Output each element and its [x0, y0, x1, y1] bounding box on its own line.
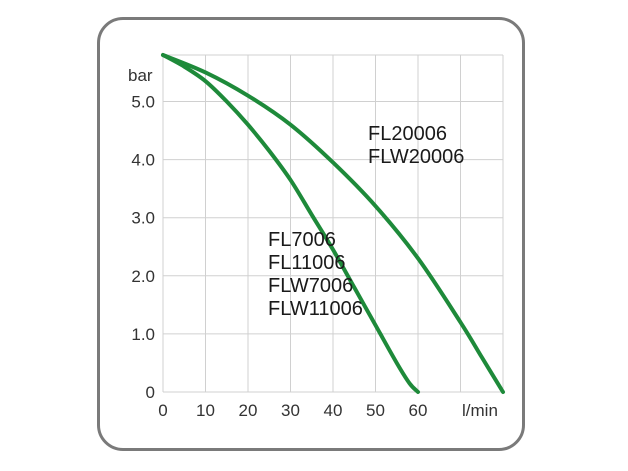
- y-tick-label: 0: [146, 383, 155, 402]
- y-tick-label: 4.0: [131, 151, 155, 170]
- series-1-label-4: FLW11006: [268, 298, 363, 320]
- series-2-label-2: FLW20006: [368, 146, 464, 168]
- series-1-curve: [161, 53, 420, 394]
- curves: [161, 53, 505, 394]
- y-tick-label: 2.0: [131, 267, 155, 286]
- x-tick-label: 10: [196, 401, 215, 420]
- x-tick-label: 30: [281, 401, 300, 420]
- x-tick-label: 40: [324, 401, 343, 420]
- series-2-label-1: FL20006: [368, 123, 447, 145]
- y-tick-label: 5.0: [131, 92, 155, 111]
- grid: [162, 54, 504, 393]
- series-2-curve: [161, 53, 505, 394]
- x-unit-label: l/min: [462, 401, 498, 420]
- x-axis-ticks: 0 10 20 30 40 50 60: [158, 401, 427, 420]
- series-1-label-1: FL7006: [268, 229, 336, 251]
- y-unit-label: bar: [128, 66, 153, 85]
- series-1-label-3: FLW7006: [268, 275, 353, 297]
- series-1-label-2: FL11006: [268, 252, 345, 274]
- x-tick-label: 50: [366, 401, 385, 420]
- y-tick-label: 3.0: [131, 209, 155, 228]
- x-tick-label: 0: [158, 401, 167, 420]
- y-axis-ticks: 0 1.0 2.0 3.0 4.0 5.0: [131, 92, 155, 402]
- chart-frame: [97, 17, 525, 451]
- x-tick-label: 60: [409, 401, 428, 420]
- y-tick-label: 1.0: [131, 325, 155, 344]
- x-tick-label: 20: [239, 401, 258, 420]
